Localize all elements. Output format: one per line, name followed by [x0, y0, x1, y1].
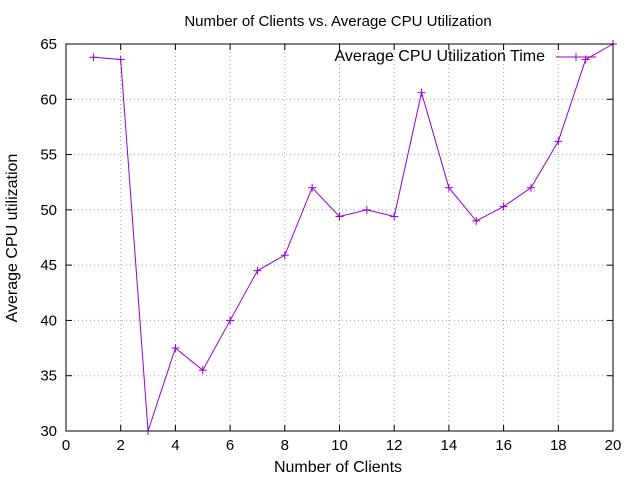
x-tick-label: 14 — [441, 437, 458, 454]
axis-ticks: 0 2 4 6 8 10 12 14 16 18 20 30 35 40 45 50 55 60 65 — [40, 36, 621, 454]
data-point — [472, 216, 481, 225]
x-tick-label: 20 — [605, 437, 622, 454]
plot-frame — [65, 43, 614, 432]
data-point — [526, 183, 535, 192]
data-point — [499, 202, 508, 211]
data-point — [171, 344, 180, 353]
data-point — [116, 55, 125, 64]
data-point — [417, 88, 426, 97]
grid — [66, 44, 613, 431]
y-tick-label: 60 — [40, 91, 57, 108]
data-point — [89, 53, 98, 62]
data-point — [335, 212, 344, 221]
x-tick-label: 0 — [62, 437, 70, 454]
y-tick-label: 55 — [40, 147, 57, 164]
x-tick-label: 10 — [331, 437, 348, 454]
data-point — [554, 137, 563, 146]
legend: Average CPU Utilization Time — [335, 48, 596, 65]
y-tick-label: 30 — [40, 423, 57, 440]
x-tick-label: 18 — [550, 437, 567, 454]
y-tick-label: 65 — [40, 36, 57, 53]
x-tick-label: 6 — [226, 437, 234, 454]
data-point — [308, 183, 317, 192]
chart-title: Number of Clients vs. Average CPU Utiliz… — [184, 13, 491, 30]
data-point — [226, 316, 235, 325]
data-point — [362, 205, 371, 214]
data-point — [280, 251, 289, 260]
y-tick-label: 50 — [40, 202, 57, 219]
x-tick-label: 12 — [386, 437, 403, 454]
y-tick-label: 35 — [40, 368, 57, 385]
data-point — [198, 366, 207, 375]
x-tick-label: 8 — [281, 437, 289, 454]
x-tick-label: 2 — [117, 437, 125, 454]
data-point — [253, 266, 262, 275]
series-line — [93, 43, 614, 432]
series-layer — [89, 40, 617, 435]
legend-marker — [572, 53, 580, 61]
legend-label: Average CPU Utilization Time — [335, 48, 546, 65]
x-axis-label: Number of Clients — [274, 459, 402, 476]
data-point — [444, 183, 453, 192]
x-tick-label: 16 — [495, 437, 512, 454]
x-tick-label: 4 — [171, 437, 179, 454]
y-axis-label: Average CPU utilization — [4, 154, 21, 323]
y-tick-label: 40 — [40, 312, 57, 329]
data-point — [390, 212, 399, 221]
y-tick-label: 45 — [40, 257, 57, 274]
